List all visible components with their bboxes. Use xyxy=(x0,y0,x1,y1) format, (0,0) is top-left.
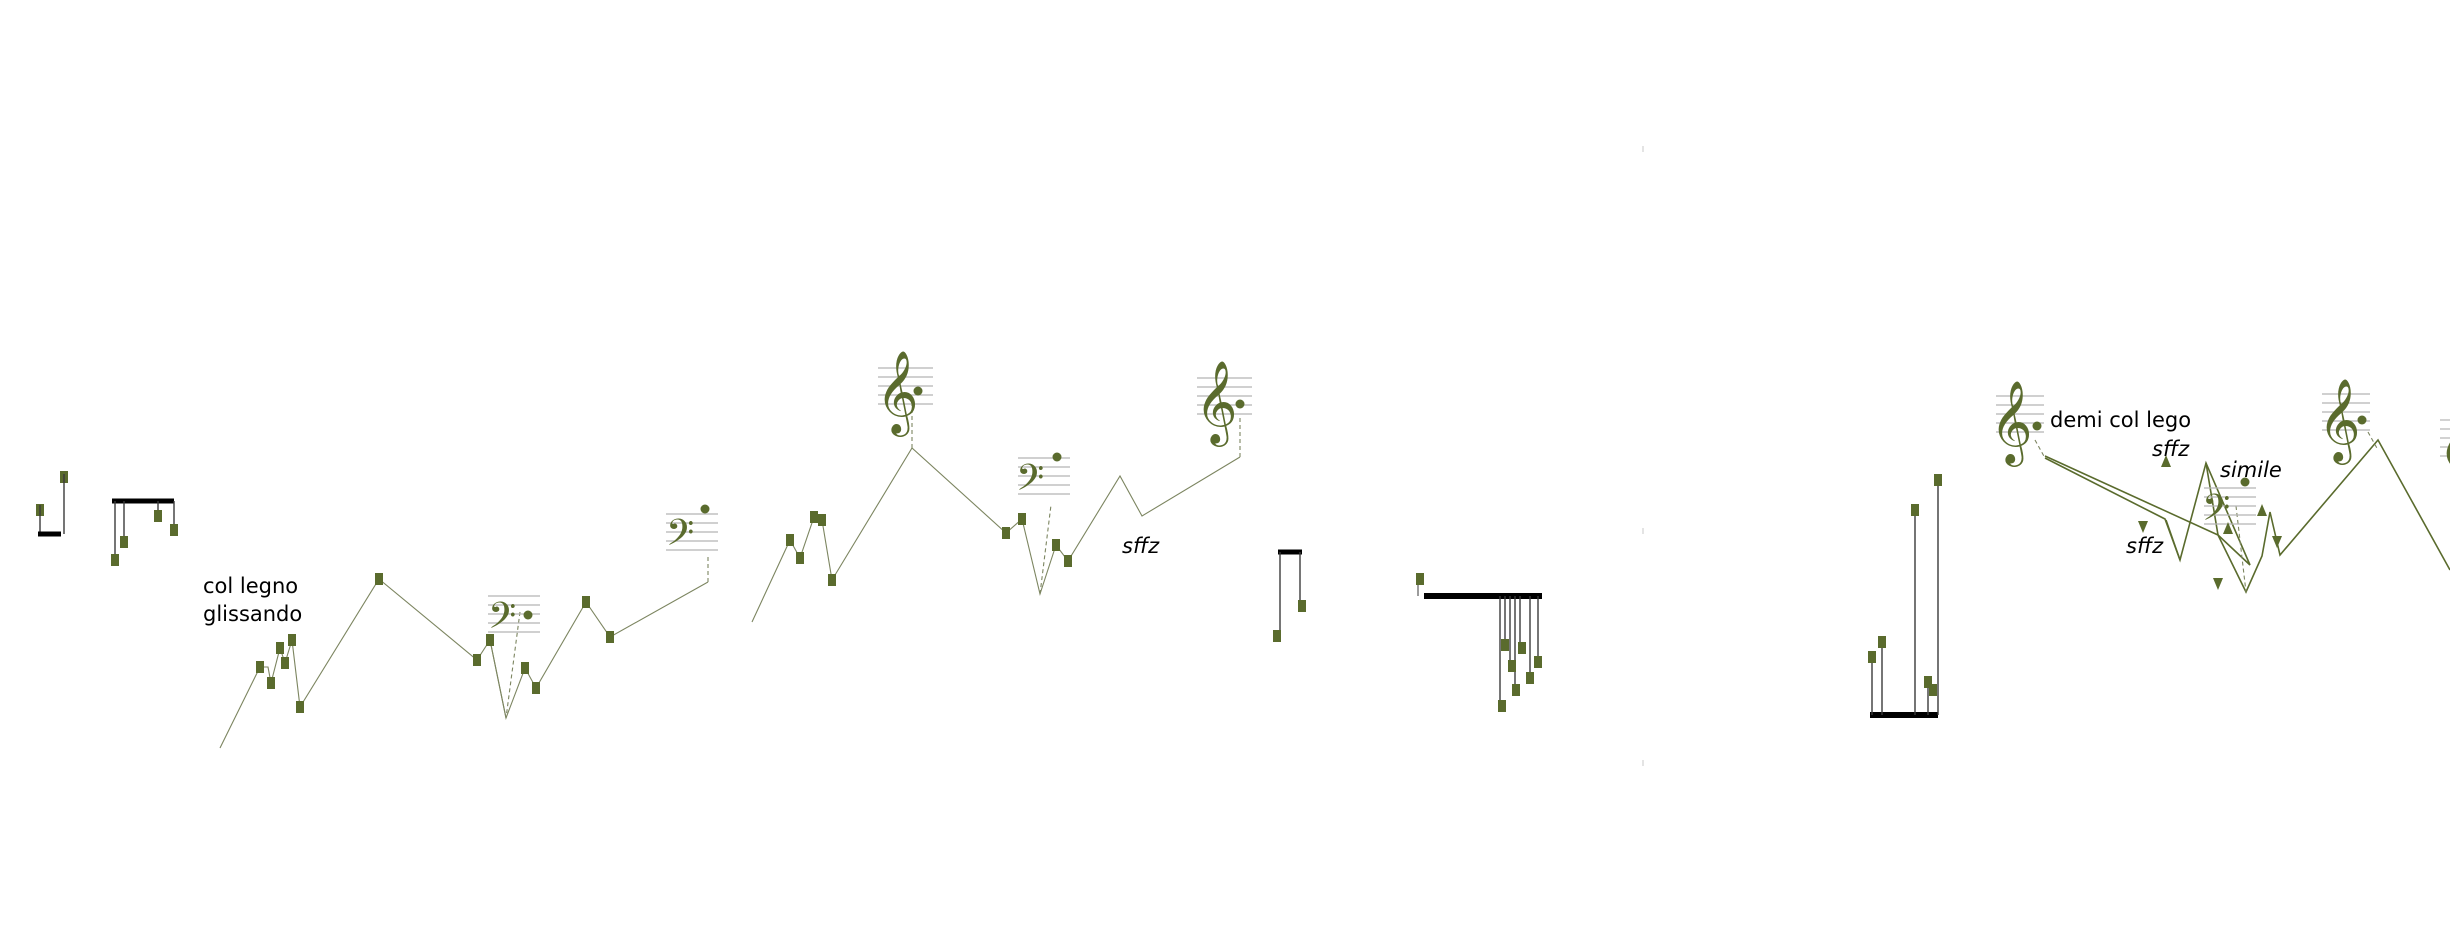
glissando-label: glissando xyxy=(203,602,302,626)
notehead-icon xyxy=(276,642,284,654)
arrowhead-icon xyxy=(2257,504,2267,516)
notehead-icon xyxy=(1416,573,1424,585)
notehead-icon xyxy=(1518,642,1526,654)
bass-clef-icon: 𝄢 xyxy=(666,512,694,563)
arrowhead-icon xyxy=(2138,521,2148,533)
note-clusters xyxy=(36,386,2367,718)
notehead-icon xyxy=(1052,539,1060,551)
lead-dashed xyxy=(2367,431,2379,451)
notehead-icon xyxy=(1934,474,1942,486)
notehead-icon xyxy=(2240,477,2250,487)
notehead-icon xyxy=(473,654,481,666)
notehead-icon xyxy=(796,552,804,564)
notehead-icon xyxy=(256,661,264,673)
notehead-icon xyxy=(120,536,128,548)
notehead-icon xyxy=(1868,651,1876,663)
arrowhead-icon xyxy=(2213,578,2223,590)
notehead-icon xyxy=(288,634,296,646)
notehead-icon xyxy=(281,657,289,669)
notehead-icon xyxy=(1064,555,1072,567)
notehead-icon xyxy=(1924,676,1932,688)
notehead-icon xyxy=(2357,415,2367,425)
notehead-icon xyxy=(786,534,794,546)
notehead-icon xyxy=(111,554,119,566)
notehead-icon xyxy=(818,514,826,526)
notehead-icon xyxy=(296,701,304,713)
demi-col-lego-label: demi col lego xyxy=(2050,408,2191,432)
notehead-icon xyxy=(606,631,614,643)
notehead-icon xyxy=(267,677,275,689)
arrowhead-icon xyxy=(2223,522,2233,534)
glissando-line-4 xyxy=(2044,438,2450,594)
notehead-icon xyxy=(1002,527,1010,539)
notehead-icon xyxy=(1298,600,1306,612)
bass-staff: 𝄢 xyxy=(1016,457,1070,508)
treble-staff: 𝄞 xyxy=(876,349,933,437)
beam-bar xyxy=(1424,593,1542,599)
notehead-icon xyxy=(1929,684,1937,696)
clef-staves: 𝄢𝄢𝄞𝄢𝄞𝄞𝄢𝄞𝄞 xyxy=(488,349,2450,646)
notehead-icon xyxy=(2032,421,2042,431)
sffz-mid-dynamic: sffz xyxy=(1122,534,1160,558)
bass-clef-icon: 𝄢 xyxy=(1016,457,1044,508)
bass-staff: 𝄢 xyxy=(666,512,718,563)
treble-clef-icon: 𝄞 xyxy=(1990,379,2033,467)
sffz-right-lower-dynamic: sffz xyxy=(2126,534,2164,558)
arrowhead-icon xyxy=(2161,455,2171,467)
simile-label: simile xyxy=(2220,458,2282,482)
notehead-icon xyxy=(1534,656,1542,668)
notehead-icon xyxy=(521,662,529,674)
notehead-icon xyxy=(375,573,383,585)
notehead-icon xyxy=(1878,636,1886,648)
dip-dashed xyxy=(2235,505,2247,593)
notehead-icon xyxy=(1501,639,1509,651)
notehead-icon xyxy=(582,596,590,608)
treble-clef-icon: 𝄞 xyxy=(876,349,919,437)
text-annotations: col legno glissando demi col lego simile… xyxy=(203,408,2282,626)
glissando-dip-dashed xyxy=(505,611,521,719)
col-legno-label: col legno xyxy=(203,574,298,598)
treble-clef-icon: 𝄞 xyxy=(2438,403,2450,491)
treble-clef-icon: 𝄞 xyxy=(1195,359,1238,447)
notehead-icon xyxy=(1235,399,1245,409)
beam-bar xyxy=(112,498,174,504)
notehead-icon xyxy=(1498,700,1506,712)
notehead-icon xyxy=(828,574,836,586)
glissando-line-3 xyxy=(2044,457,2251,566)
notehead-icon xyxy=(1052,452,1062,462)
notehead-icon xyxy=(1018,513,1026,525)
treble-staff: 𝄞 xyxy=(2438,403,2450,491)
beam-bar xyxy=(38,531,61,537)
arrowhead-icon xyxy=(2272,536,2282,548)
beam-bar xyxy=(1870,712,1938,718)
notehead-icon xyxy=(700,504,710,514)
bass-staff: 𝄢 xyxy=(2202,487,2256,538)
notehead-icon xyxy=(1911,504,1919,516)
glissando-dip xyxy=(489,639,507,719)
notehead-icon xyxy=(154,510,162,522)
notehead-icon xyxy=(810,511,818,523)
notehead-icon xyxy=(532,682,540,694)
notehead-icon xyxy=(1526,672,1534,684)
notehead-icon xyxy=(913,386,923,396)
sffz-right-upper-dynamic: sffz xyxy=(2152,437,2190,461)
lead-dashed xyxy=(2034,439,2046,459)
dip-dashed xyxy=(1039,504,1052,595)
notehead-icon xyxy=(1273,630,1281,642)
beam-bar xyxy=(1278,549,1302,555)
notehead-icon xyxy=(1508,660,1516,672)
notehead-icon xyxy=(170,524,178,536)
glissando-link xyxy=(2165,519,2181,561)
treble-clef-icon: 𝄞 xyxy=(2318,377,2361,465)
notehead-icon xyxy=(1512,684,1520,696)
glissando-lines xyxy=(219,146,2450,766)
notehead-icon xyxy=(486,634,494,646)
treble-staff: 𝄞 xyxy=(1990,379,2044,467)
notehead-icon xyxy=(523,610,533,620)
glissando-link xyxy=(2205,462,2219,536)
